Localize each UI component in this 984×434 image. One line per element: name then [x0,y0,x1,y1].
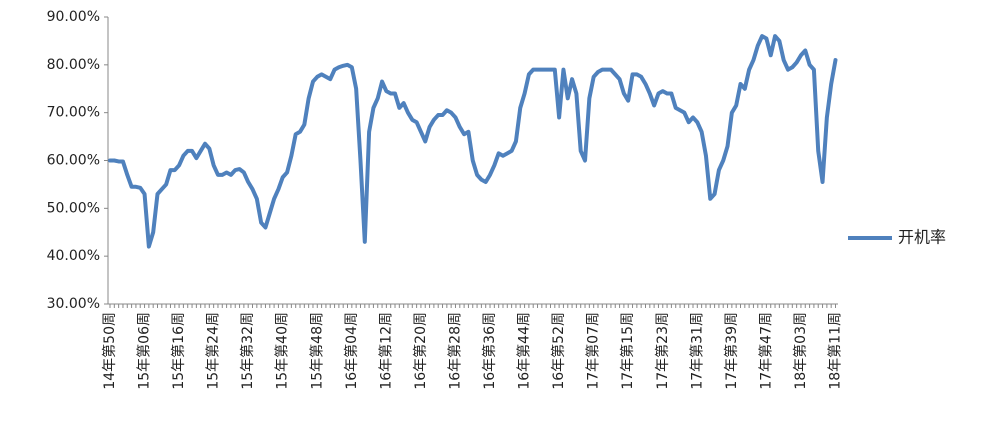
series-line [108,34,838,249]
x-tick-label: 16年第36周 [481,312,498,390]
y-tick-label: 90.00% [47,9,100,25]
y-tick-label: 40.00% [47,248,100,264]
x-tick-label: 14年第50周 [101,312,118,390]
x-tick-label: 18年第11周 [827,312,844,390]
x-tick-label: 17年第07周 [585,312,602,390]
x-tick-label: 16年第28周 [446,312,463,390]
x-tick-label: 17年第31周 [688,312,705,390]
legend-label: 开机率 [898,228,946,247]
y-tick-label: 60.00% [47,153,100,169]
x-tick-label: 16年第44周 [516,312,533,390]
x-tick-label: 15年第06周 [136,312,153,390]
x-tick-label: 16年第12周 [377,312,394,390]
y-tick-label: 80.00% [47,57,100,73]
y-tick-label: 50.00% [47,200,100,216]
x-tick-label: 15年第40周 [274,312,291,390]
x-tick-label: 15年第48周 [308,312,325,390]
y-tick-label: 70.00% [47,105,100,121]
x-tick-label: 15年第32周 [239,312,256,390]
x-tick-label: 17年第47周 [757,312,774,390]
x-tick-label: 17年第39周 [723,312,740,390]
x-tick-label: 15年第16周 [170,312,187,390]
x-tick-label: 18年第03周 [792,312,809,390]
x-tick-label: 17年第23周 [654,312,671,390]
x-tick-label: 16年第04周 [343,312,360,390]
y-tick-label: 30.00% [47,296,100,312]
x-tick-label: 16年第52周 [550,312,567,390]
x-tick-label: 16年第20周 [412,312,429,390]
x-tick-label: 15年第24周 [205,312,222,390]
x-tick-label: 17年第15周 [619,312,636,390]
